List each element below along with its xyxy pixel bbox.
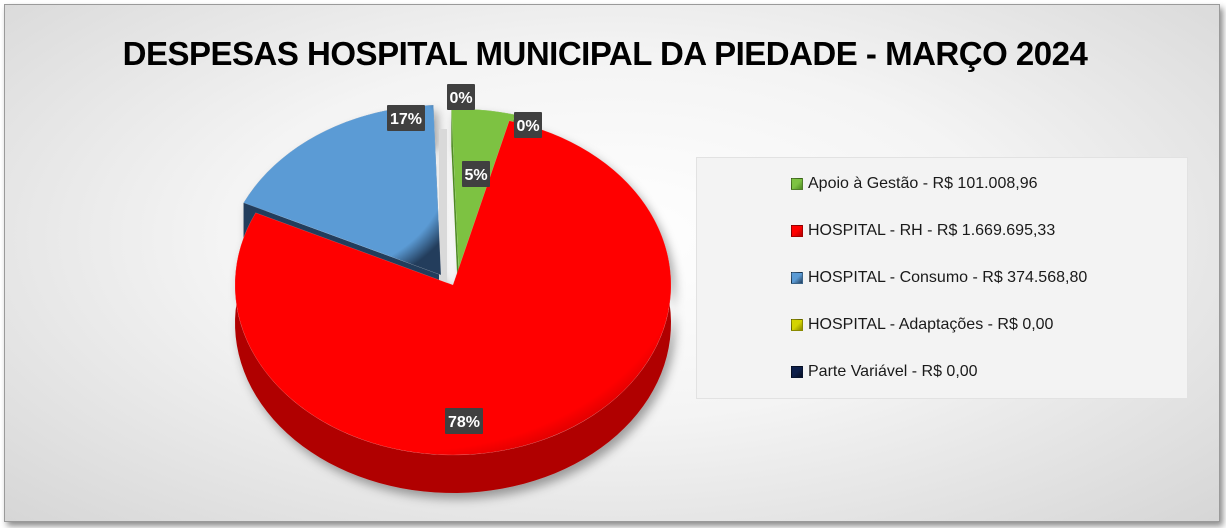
legend-item: Parte Variável - R$ 0,00 <box>791 360 978 384</box>
legend-item: HOSPITAL - RH - R$ 1.669.695,33 <box>791 219 1055 243</box>
legend-label: HOSPITAL - Consumo - R$ 374.568,80 <box>808 269 1088 286</box>
svg-text:0%: 0% <box>449 90 472 107</box>
legend-label: HOSPITAL - Adaptações - R$ 0,00 <box>808 316 1054 333</box>
legend-item: HOSPITAL - Adaptações - R$ 0,00 <box>791 313 1053 337</box>
data-label: 78% <box>445 408 483 434</box>
data-label: 17% <box>387 105 425 131</box>
legend-item: Apoio à Gestão - R$ 101.008,96 <box>791 172 1038 196</box>
legend-item: HOSPITAL - Consumo - R$ 374.568,80 <box>791 266 1087 290</box>
data-label: 0% <box>447 84 475 110</box>
slice-gap <box>439 129 447 303</box>
pie-slice-wall <box>451 109 459 317</box>
svg-text:5%: 5% <box>464 167 487 184</box>
legend-label: HOSPITAL - RH - R$ 1.669.695,33 <box>808 222 1056 239</box>
chart-title: DESPESAS HOSPITAL MUNICIPAL DA PIEDADE -… <box>122 35 1088 72</box>
svg-text:0%: 0% <box>516 118 539 135</box>
legend-swatch <box>791 272 803 284</box>
legend-label: Parte Variável - R$ 0,00 <box>808 363 978 380</box>
data-label: 5% <box>462 161 490 187</box>
svg-text:17%: 17% <box>390 111 422 128</box>
svg-text:78%: 78% <box>448 414 480 431</box>
chart-legend: Apoio à Gestão - R$ 101.008,96 HOSPITAL -… <box>696 157 1188 399</box>
pie-slice <box>234 120 672 456</box>
legend-swatch <box>791 366 803 378</box>
data-label: 0% <box>514 112 542 138</box>
legend-swatch <box>791 178 803 190</box>
legend-label: Apoio à Gestão - R$ 101.008,96 <box>808 175 1038 192</box>
legend-swatch <box>791 319 803 331</box>
legend-swatch <box>791 225 803 237</box>
